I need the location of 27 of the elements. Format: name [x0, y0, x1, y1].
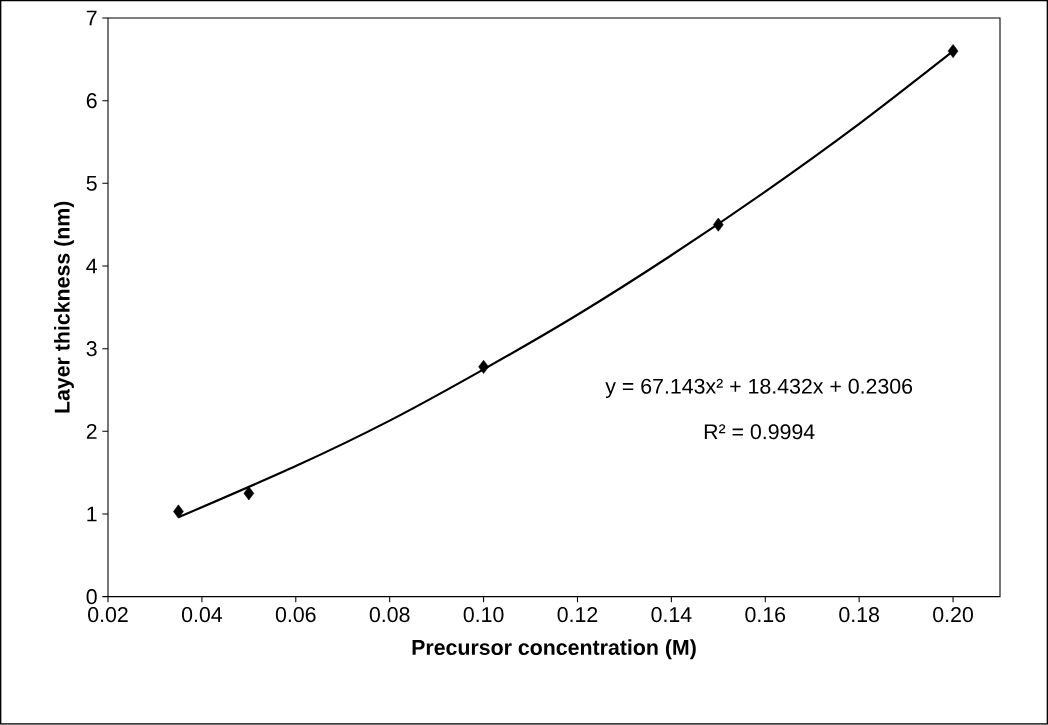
- y-axis-title: Layer thickness (nm): [54, 201, 74, 413]
- y-tick-label: 2: [86, 424, 97, 439]
- x-axis-title: Precursor concentration (M): [412, 639, 696, 660]
- x-tick-label: 0.18: [839, 607, 879, 623]
- point: [478, 360, 489, 374]
- x-tick-label: 0.06: [275, 607, 316, 623]
- x-tick-label: 0.14: [651, 607, 692, 623]
- y-tick-label: 0: [86, 589, 97, 605]
- x-tick-label: 0.20: [933, 607, 973, 623]
- y-tick-label: 4: [86, 258, 97, 274]
- annotation: R² = 0.9994: [704, 424, 815, 440]
- x-tick-label: 0.08: [369, 607, 410, 623]
- y-tick-label: 5: [86, 176, 97, 191]
- point: [243, 486, 255, 501]
- x-tick-label: 0.16: [745, 607, 786, 623]
- annotation: y = 67.143x² + 18.432x + 0.2306: [605, 378, 913, 399]
- x-tick-label: 0.12: [557, 607, 598, 623]
- point: [173, 504, 184, 519]
- x-tick-label: 0.04: [181, 607, 223, 623]
- x-tick-label: 0.10: [463, 607, 504, 623]
- point: [713, 217, 724, 232]
- x-tick-label: 0.02: [88, 607, 128, 623]
- point: [947, 44, 959, 59]
- y-tick-label: 7: [86, 10, 97, 26]
- y-tick-label: 3: [86, 341, 97, 357]
- y-tick-label: 6: [86, 93, 97, 109]
- y-tick-label: 1: [87, 506, 97, 522]
